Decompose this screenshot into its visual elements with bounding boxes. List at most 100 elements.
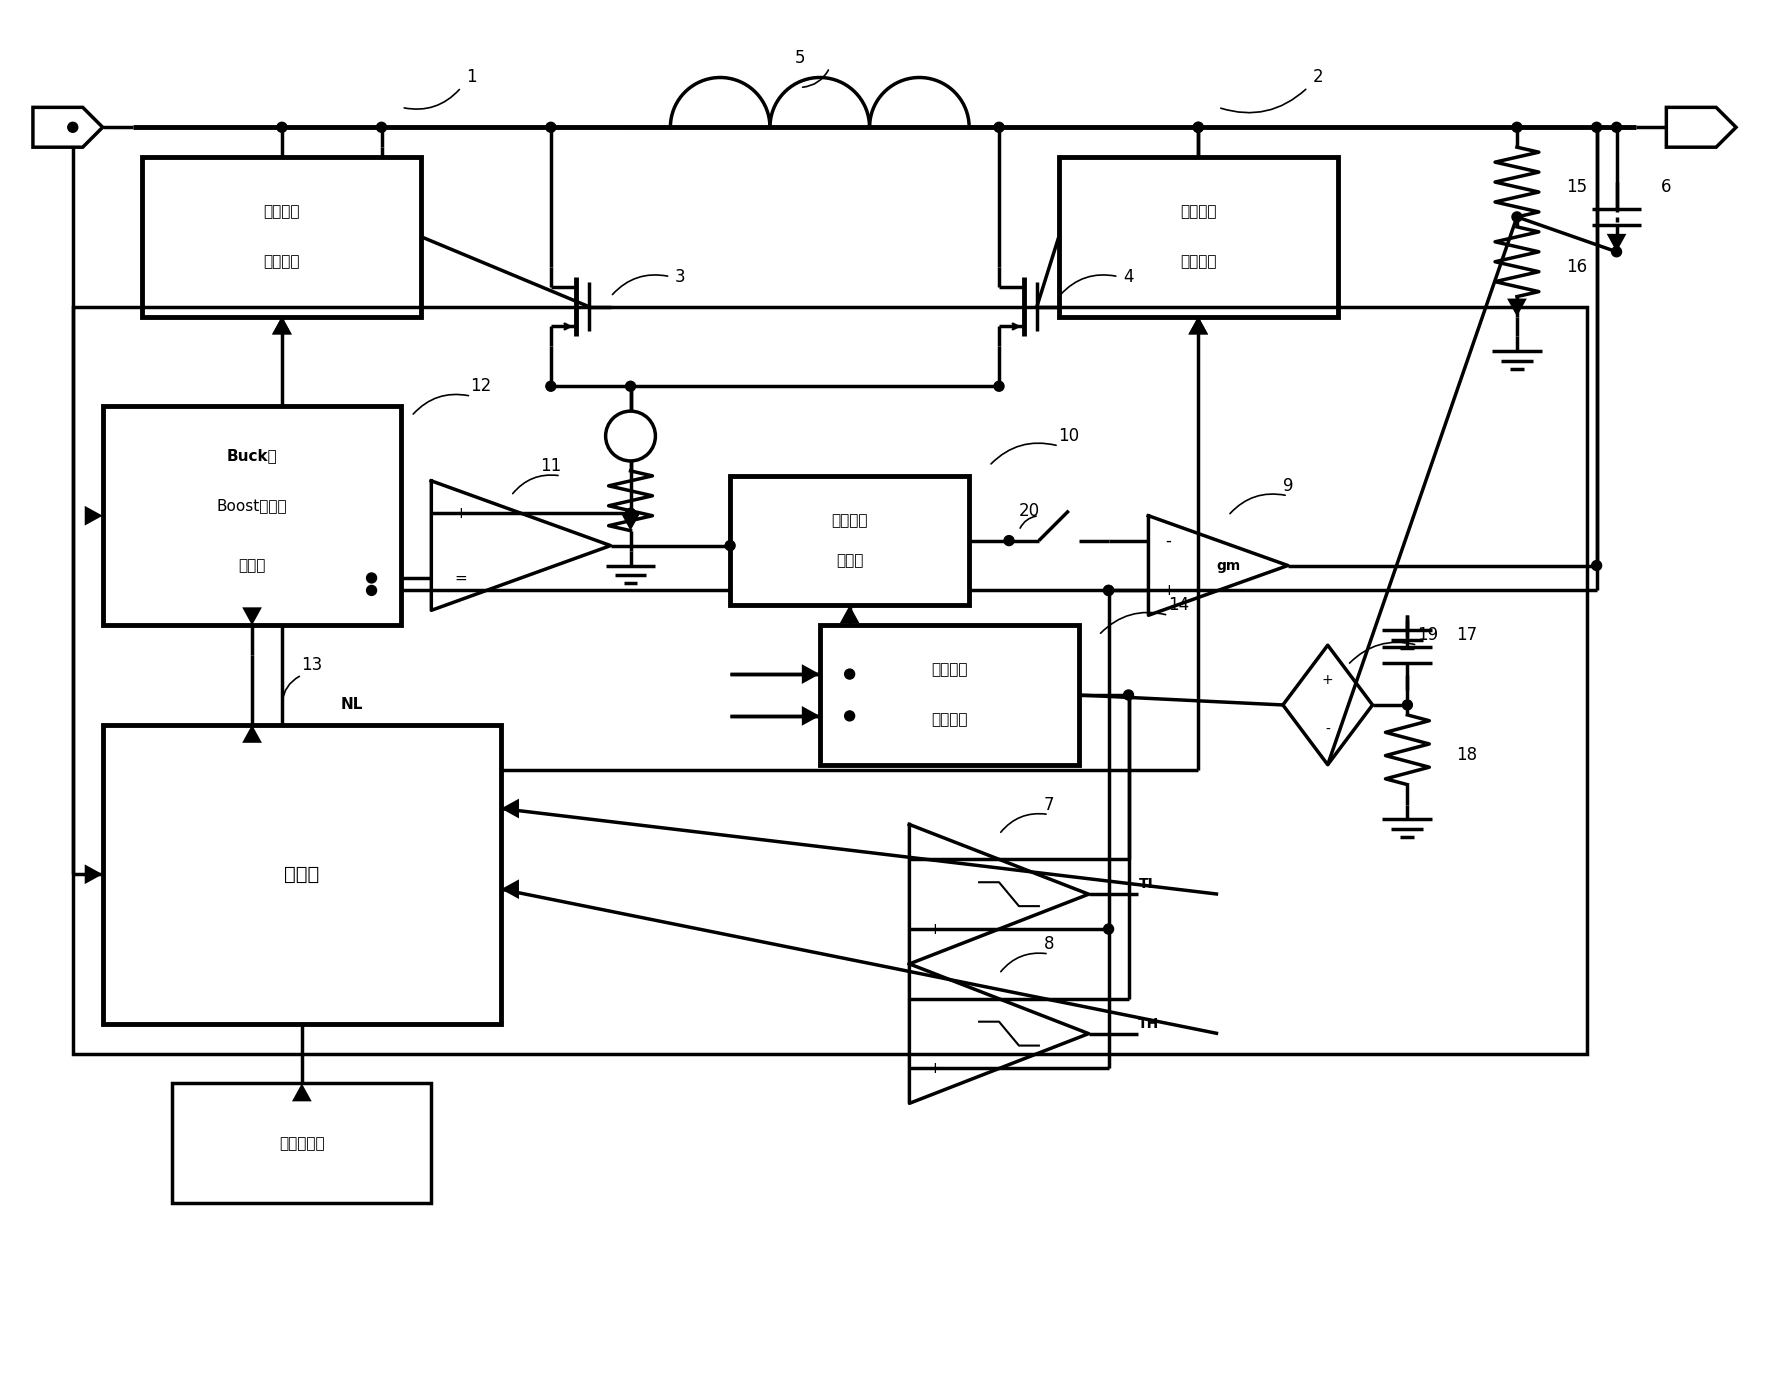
Text: 的驱动器: 的驱动器 [264,255,301,269]
Text: 控制器: 控制器 [285,864,320,884]
Polygon shape [840,605,860,623]
Circle shape [278,122,287,132]
Text: 7: 7 [1044,795,1054,813]
Circle shape [844,669,854,679]
Circle shape [366,586,377,596]
Text: 5: 5 [794,48,805,66]
Text: 电压电流: 电压电流 [831,514,869,528]
Circle shape [377,122,386,132]
Polygon shape [1666,108,1735,147]
Circle shape [1104,586,1113,596]
Text: 1: 1 [465,68,476,86]
Text: -: - [1325,723,1330,737]
Bar [1060,157,1337,317]
Polygon shape [1606,234,1626,252]
Circle shape [1104,924,1113,933]
Text: 4: 4 [1123,267,1134,285]
Polygon shape [801,665,819,684]
Text: 3: 3 [676,267,686,285]
Circle shape [1512,122,1521,132]
Text: 16: 16 [1566,258,1587,276]
Text: NL: NL [340,698,363,712]
Text: 17: 17 [1456,626,1477,644]
Text: 19: 19 [1417,626,1438,644]
Text: 18: 18 [1456,745,1477,763]
Circle shape [1123,690,1134,699]
Text: -: - [930,850,938,868]
Circle shape [1104,586,1113,596]
Circle shape [1512,212,1521,222]
Circle shape [1612,122,1622,132]
Polygon shape [621,512,640,530]
Text: 14: 14 [1168,597,1189,615]
Circle shape [994,381,1005,391]
Text: 13: 13 [301,656,322,674]
Circle shape [547,381,555,391]
Bar [819,625,1079,765]
Circle shape [1194,122,1203,132]
Circle shape [67,122,78,132]
Bar [103,406,402,625]
Circle shape [1403,699,1412,711]
Polygon shape [242,724,262,742]
Circle shape [994,122,1005,132]
Bar [731,476,969,605]
Text: 15: 15 [1566,179,1587,197]
Circle shape [366,573,377,583]
Text: TL: TL [1139,877,1157,891]
Polygon shape [85,864,103,884]
Text: +: + [929,921,941,936]
Polygon shape [1189,317,1208,334]
Text: Boost模式判: Boost模式判 [218,499,287,514]
Bar [143,157,421,317]
Circle shape [1592,122,1601,132]
Text: 时钟发生器: 时钟发生器 [280,1136,325,1151]
Text: 2: 2 [1313,68,1323,86]
Circle shape [605,411,656,461]
Text: 带防交送: 带防交送 [264,205,301,219]
Circle shape [547,122,555,132]
Text: +: + [455,506,467,521]
Text: 断电路: 断电路 [239,558,265,573]
Polygon shape [34,108,103,147]
Bar [103,724,501,1024]
Text: TH: TH [1137,1017,1159,1030]
Polygon shape [85,506,103,525]
Circle shape [626,508,635,518]
Polygon shape [501,799,518,819]
Bar [73,306,1587,1054]
Text: 20: 20 [1019,501,1040,519]
Text: 12: 12 [471,377,492,395]
Text: 生成电路: 生成电路 [930,712,968,727]
Polygon shape [1189,317,1208,334]
Text: 9: 9 [1283,476,1293,494]
Polygon shape [801,706,819,726]
Text: 转换器: 转换器 [837,553,863,568]
Text: 10: 10 [1058,427,1079,445]
Circle shape [844,711,854,720]
Text: +: + [1162,583,1175,598]
Text: =: = [455,571,467,586]
Text: 的驱动器: 的驱动器 [1180,255,1217,269]
Polygon shape [1507,299,1527,317]
Circle shape [626,381,635,391]
Text: Buck或: Buck或 [226,449,278,464]
Polygon shape [292,1083,311,1101]
Text: 11: 11 [540,457,561,475]
Text: 带防交送: 带防交送 [1180,205,1217,219]
Polygon shape [272,317,292,334]
Circle shape [1612,247,1622,256]
Text: 钳位电压: 钳位电压 [930,662,968,677]
Text: gm: gm [1215,558,1240,572]
Bar [172,1083,432,1204]
Circle shape [1194,122,1203,132]
Circle shape [1592,561,1601,571]
Text: +: + [1321,673,1334,687]
Text: 8: 8 [1044,935,1054,953]
Polygon shape [501,879,518,899]
Polygon shape [242,608,262,625]
Polygon shape [272,317,292,334]
Circle shape [725,540,736,551]
Text: -: - [930,990,938,1008]
Text: +: + [929,1061,941,1076]
